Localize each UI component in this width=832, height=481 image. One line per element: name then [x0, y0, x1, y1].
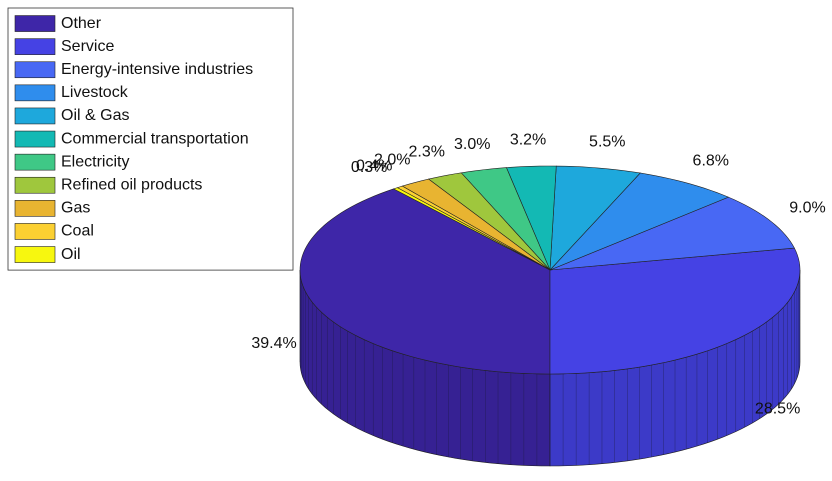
legend-label: Electricity [61, 153, 129, 170]
legend-box [7, 7, 294, 271]
data-label: 5.5% [589, 134, 625, 151]
data-label: 9.0% [789, 200, 825, 217]
data-label: 3.0% [454, 136, 490, 153]
legend-label: Energy-intensive industries [61, 61, 253, 78]
legend: Other Service Energy-intensive industries L… [7, 7, 294, 271]
legend-label: Refined oil products [61, 176, 202, 193]
legend-swatch [14, 176, 56, 194]
legend-swatch [14, 223, 56, 240]
legend-swatch [14, 200, 56, 217]
legend-swatch [14, 246, 56, 263]
pie-slice [549, 247, 801, 375]
data-label: 2.3% [409, 143, 445, 160]
legend-label: Oil & Gas [61, 107, 129, 124]
data-label: 28.5% [755, 401, 800, 418]
legend-swatch [14, 15, 56, 32]
pie-slice [299, 188, 551, 375]
legend-swatch [14, 153, 56, 171]
legend-label: Other [61, 15, 102, 32]
data-label: 3.2% [510, 132, 546, 149]
legend-swatch [14, 107, 56, 125]
legend-label: Oil [61, 246, 81, 263]
pie-top [299, 165, 801, 375]
legend-swatch [14, 84, 56, 102]
legend-swatch [14, 38, 56, 55]
legend-label: Livestock [61, 84, 129, 101]
data-label: 39.4% [251, 335, 296, 352]
legend-label: Service [61, 38, 114, 55]
pie-slice [549, 172, 730, 271]
data-label: 0.3% [351, 159, 387, 176]
pie-sides [299, 269, 801, 467]
data-label: 2.0% [374, 152, 410, 169]
pie-slice [392, 187, 551, 271]
data-label: 6.8% [693, 153, 729, 170]
pie-slice [549, 196, 795, 271]
legend-label: Commercial transportation [61, 130, 249, 147]
data-label: 0.4% [356, 157, 392, 174]
legend-label: Gas [61, 200, 90, 217]
pie-slice [427, 172, 551, 271]
legend-swatch [14, 130, 56, 148]
legend-label: Coal [61, 223, 94, 240]
pie-slice [549, 165, 641, 271]
pie-slice [460, 167, 551, 271]
pie-slice [505, 165, 557, 271]
legend-swatch [14, 61, 56, 79]
